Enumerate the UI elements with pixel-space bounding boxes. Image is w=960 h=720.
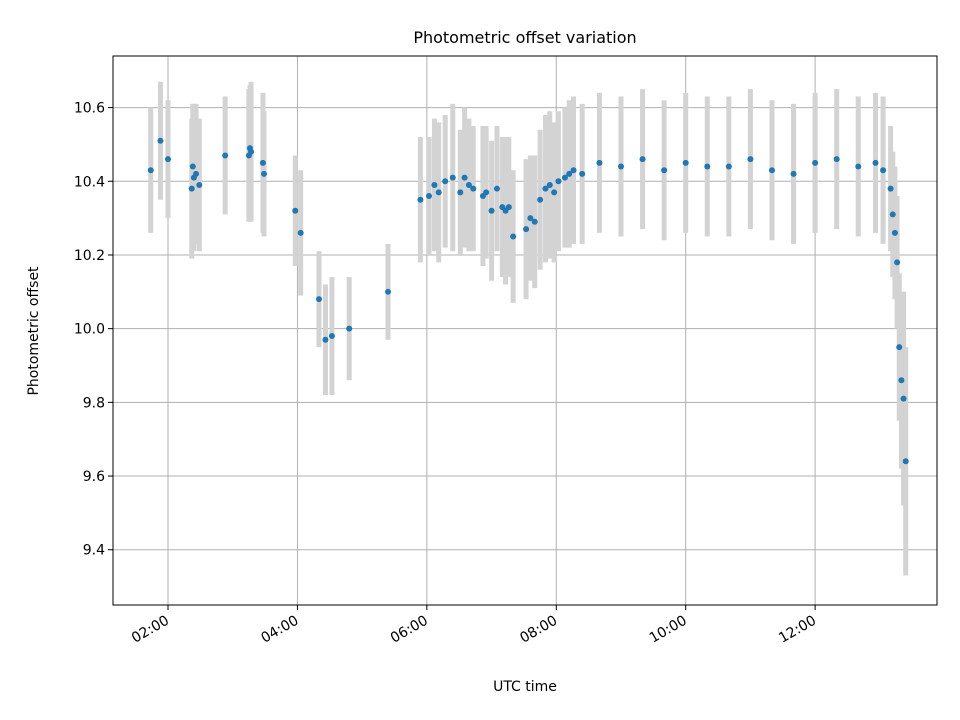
data-point bbox=[902, 458, 909, 465]
data-point bbox=[292, 207, 299, 214]
data-point bbox=[639, 156, 646, 163]
data-point bbox=[682, 159, 689, 166]
data-point bbox=[493, 185, 500, 192]
data-point bbox=[431, 181, 438, 188]
data-point bbox=[579, 170, 586, 177]
data-point bbox=[316, 296, 322, 303]
data-point bbox=[887, 185, 894, 192]
data-point bbox=[896, 344, 903, 351]
data-point bbox=[617, 163, 624, 170]
data-point bbox=[523, 226, 530, 233]
data-point bbox=[596, 159, 603, 166]
data-point bbox=[812, 159, 819, 166]
data-point bbox=[855, 163, 862, 170]
x-axis-label: UTC time bbox=[493, 679, 557, 695]
data-point bbox=[457, 189, 464, 196]
data-point bbox=[346, 325, 353, 332]
data-point bbox=[661, 167, 668, 174]
data-point bbox=[704, 163, 711, 170]
data-point bbox=[898, 377, 905, 384]
y-tick-label: 9.4 bbox=[83, 543, 105, 559]
data-point bbox=[483, 189, 490, 196]
data-point bbox=[465, 181, 472, 188]
y-tick-label: 10.6 bbox=[74, 101, 105, 117]
data-point bbox=[872, 159, 879, 166]
data-point bbox=[157, 137, 164, 144]
chart-title: Photometric offset variation bbox=[413, 28, 636, 47]
data-point bbox=[147, 167, 154, 174]
data-point bbox=[790, 170, 797, 177]
data-point bbox=[531, 218, 538, 225]
data-point bbox=[889, 211, 896, 218]
data-point bbox=[527, 215, 534, 222]
data-point bbox=[542, 185, 549, 192]
data-point bbox=[768, 167, 775, 174]
data-point bbox=[470, 185, 477, 192]
data-point bbox=[417, 196, 424, 203]
y-tick-label: 10.4 bbox=[74, 174, 105, 190]
data-point bbox=[189, 163, 196, 170]
data-point bbox=[385, 288, 392, 295]
plot-frame bbox=[112, 55, 938, 606]
data-point bbox=[248, 148, 255, 155]
data-point bbox=[259, 159, 266, 166]
y-tick-label: 9.8 bbox=[83, 395, 105, 411]
data-point bbox=[188, 185, 195, 192]
data-points bbox=[147, 137, 909, 465]
data-point bbox=[461, 174, 468, 181]
data-point bbox=[900, 395, 907, 402]
y-axis-label: Photometric offset bbox=[26, 266, 42, 396]
data-point bbox=[328, 333, 335, 340]
y-tick-label: 10.2 bbox=[74, 248, 105, 264]
data-point bbox=[297, 229, 304, 236]
y-tick-label: 9.6 bbox=[83, 469, 105, 485]
data-point bbox=[222, 152, 229, 159]
data-point bbox=[546, 181, 553, 188]
data-point bbox=[880, 167, 887, 174]
data-point bbox=[435, 189, 442, 196]
data-point bbox=[833, 156, 840, 163]
data-point bbox=[442, 178, 449, 185]
y-tick-label: 10.0 bbox=[74, 322, 105, 338]
data-point bbox=[894, 259, 901, 266]
data-point bbox=[260, 170, 267, 177]
data-point bbox=[426, 193, 433, 200]
data-point bbox=[561, 174, 568, 181]
data-point bbox=[747, 156, 754, 163]
data-point bbox=[725, 163, 732, 170]
data-point bbox=[510, 233, 517, 240]
data-point bbox=[891, 229, 898, 236]
data-point bbox=[193, 170, 200, 177]
data-point bbox=[537, 196, 544, 203]
data-point bbox=[551, 189, 558, 196]
data-point bbox=[488, 207, 495, 214]
data-point bbox=[196, 181, 203, 188]
data-point bbox=[566, 170, 573, 177]
data-point bbox=[570, 167, 577, 174]
data-point bbox=[555, 178, 562, 185]
data-point bbox=[449, 174, 456, 181]
data-point bbox=[505, 204, 512, 211]
data-point bbox=[165, 156, 172, 163]
data-point bbox=[322, 336, 329, 343]
y-axis-ticks: 9.4 9.6 9.8 10.0 10.2 10.4 10.6 bbox=[74, 101, 113, 559]
